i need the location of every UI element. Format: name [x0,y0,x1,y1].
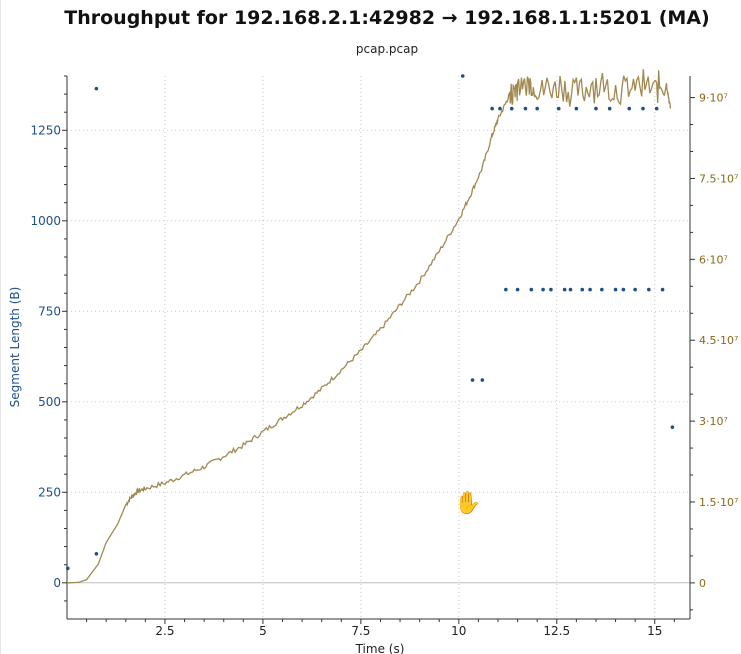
segment-point [94,86,99,91]
segment-point [574,106,579,111]
x-tick-label: 7.5 [351,624,370,638]
segment-point [94,552,99,556]
x-tick-label: 5 [259,624,267,638]
segment-point [641,106,645,111]
y-right-tick-label: 6·10⁷ [699,253,728,266]
throughput-line [66,69,672,584]
axes [62,75,695,624]
segment-point [509,106,514,111]
segment-point [535,106,539,111]
segment-point [480,378,485,382]
segment-length-series [65,74,675,571]
segment-point [460,74,465,78]
grab-hand-glyph: ✋ [454,490,481,516]
y-axis-left-label: Segment Length (B) [8,287,22,408]
y-left-tick-label: 500 [38,395,61,409]
segment-point [647,287,651,292]
segment-point [633,287,637,292]
x-tick-label: 12.5 [543,624,570,638]
tick-labels: 0 250 500 750 1000 1250 0 1.5·10⁷ 3·10⁷ 4.5·10⁷ 6·… [30,92,738,638]
y-right-tick-label: 3·10⁷ [699,415,728,428]
y-right-tick-label: 7.5·10⁷ [699,172,738,185]
segment-point [515,287,520,292]
segment-point [556,106,561,111]
segment-point [580,287,585,292]
segment-point [65,566,70,571]
x-tick-label: 10 [451,624,466,638]
y-right-tick-label: 9·10⁷ [699,92,728,105]
segment-point [613,287,618,292]
segment-point [562,287,567,292]
throughput-series [66,69,672,584]
segment-point [670,425,675,429]
segment-point [607,106,612,111]
segment-point [627,106,632,111]
chart-subtitle: pcap.pcap [356,42,418,56]
y-left-tick-label: 1000 [30,214,61,228]
segment-point [470,378,475,382]
chart-title: Throughput for 192.168.2.1:42982 → 192.1… [64,7,709,29]
y-right-tick-label: 4.5·10⁷ [699,334,738,347]
segment-point [523,106,528,111]
grid-lines [67,76,690,619]
y-left-tick-label: 750 [38,304,61,318]
y-left-tick-label: 250 [38,485,61,499]
y-left-tick-label: 0 [53,576,61,590]
x-tick-label: 2.5 [155,624,174,638]
segment-point [529,287,534,292]
segment-point [490,106,494,111]
segment-point [594,106,598,111]
segment-point [549,287,553,292]
segment-point [660,287,665,292]
segment-point [504,287,508,292]
segment-point [600,287,604,292]
segment-point [541,287,545,292]
x-axis-label: Time (s) [355,642,405,654]
segment-point [654,106,659,111]
segment-point [568,287,573,292]
grab-hand-icon: ✋ [454,490,481,516]
y-right-tick-label: 0 [699,577,706,590]
y-left-tick-label: 1250 [30,123,61,137]
segment-point [621,287,626,292]
segment-point [588,287,592,292]
y-right-tick-label: 1.5·10⁷ [699,496,738,509]
segment-point [498,106,502,111]
x-tick-label: 15 [647,624,662,638]
